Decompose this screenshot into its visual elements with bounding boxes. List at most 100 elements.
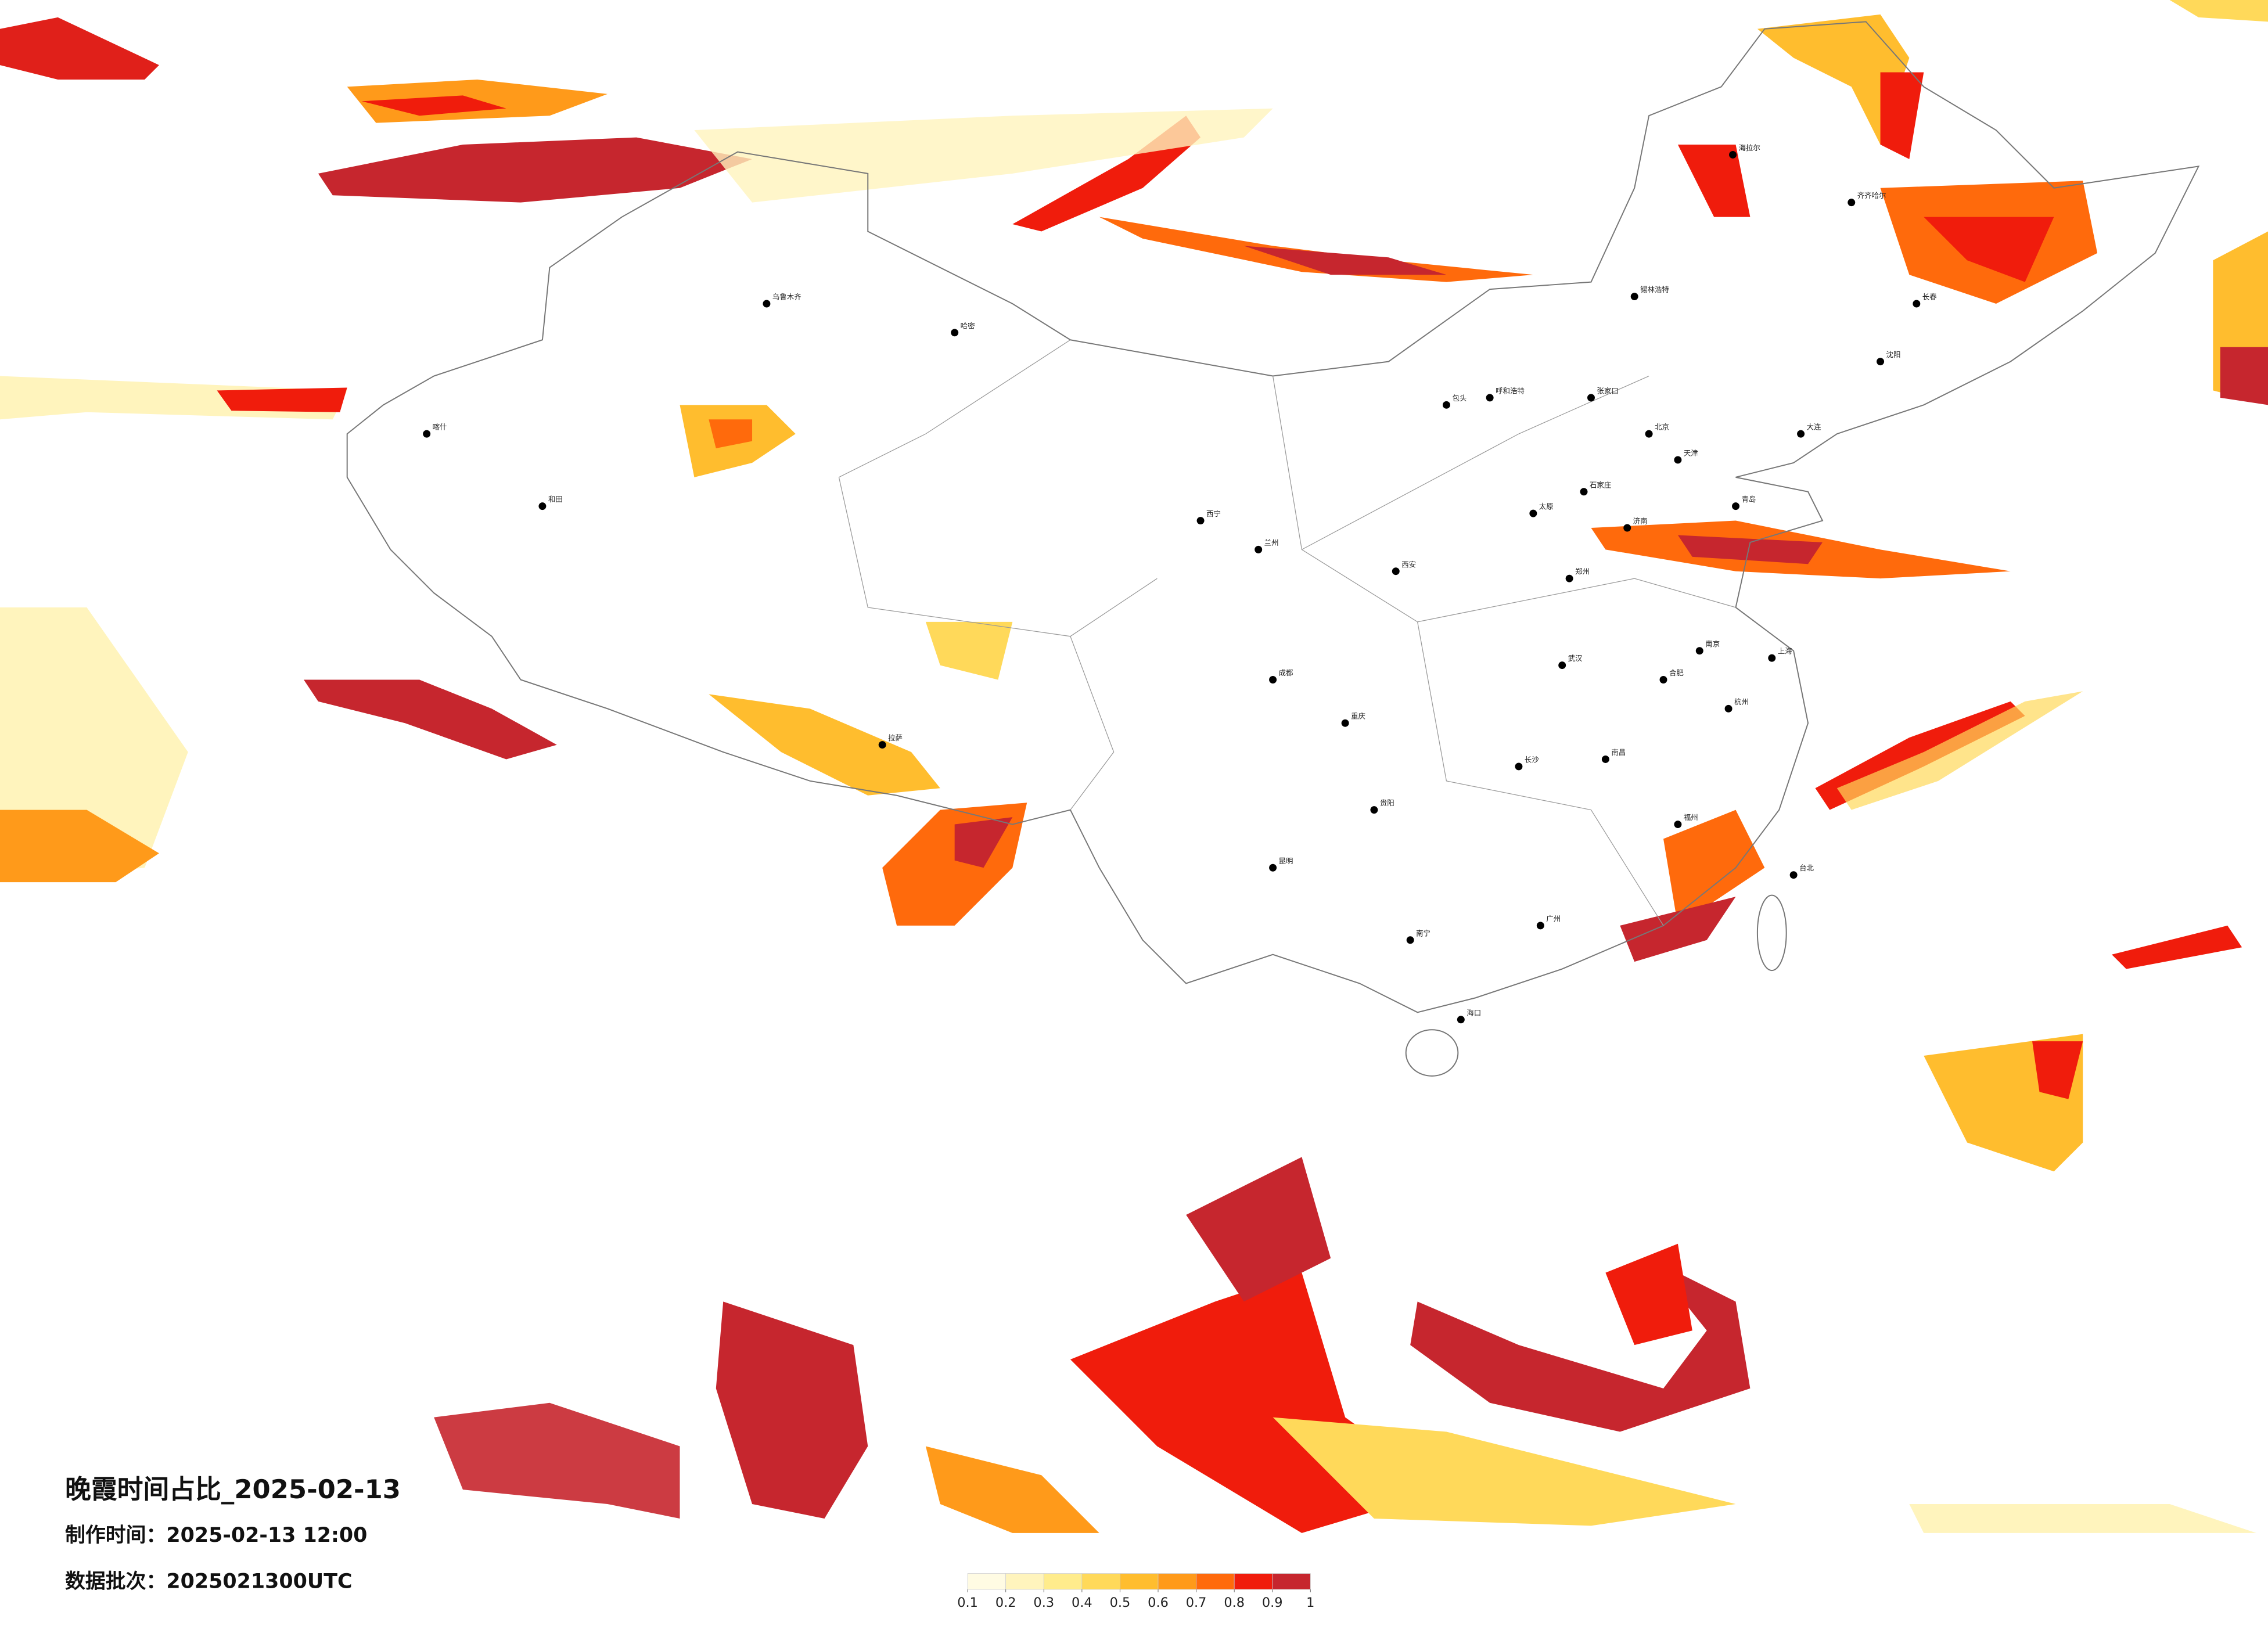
city-label: 石家庄 <box>1590 480 1611 489</box>
city-dot <box>1341 719 1349 727</box>
heat-patch <box>1880 72 1924 159</box>
heat-patch <box>0 17 159 80</box>
city-label: 锡林浩特 <box>1640 285 1669 294</box>
city-dot <box>1724 704 1733 713</box>
city-label: 南昌 <box>1611 748 1626 757</box>
city-dot <box>1630 293 1638 301</box>
colorbar-tick-label: 0.2 <box>995 1595 1016 1610</box>
city-dot <box>1515 762 1523 771</box>
colorbar-tick-label: 0.1 <box>957 1595 978 1610</box>
heat-patch <box>2032 1041 2083 1099</box>
colorbar-tick-label: 0.7 <box>1186 1595 1207 1610</box>
city-dot <box>1768 654 1776 662</box>
colorbar-tick-label: 0.4 <box>1072 1595 1092 1610</box>
heat-patch <box>1909 1504 2257 1533</box>
heat-patch <box>694 108 1273 203</box>
city-dot <box>1269 676 1277 684</box>
colorbar-tick-label: 0.6 <box>1148 1595 1169 1610</box>
city-dot <box>1565 574 1573 582</box>
city-label: 贵阳 <box>1380 798 1394 807</box>
city-label: 乌鲁木齐 <box>772 293 801 301</box>
city-dot <box>1580 488 1588 496</box>
made-time: 制作时间：2025-02-13 12:00 <box>65 1524 367 1547</box>
map-outline <box>346 21 2200 1077</box>
city-label: 合肥 <box>1669 668 1684 677</box>
heat-patch <box>1243 246 1447 275</box>
city-dot <box>1695 647 1703 655</box>
heat-patch <box>925 621 1013 680</box>
colorbar-tick-label: 0.8 <box>1224 1595 1245 1610</box>
heat-patch <box>1605 1243 1692 1346</box>
city-label: 南宁 <box>1416 929 1430 937</box>
city-dot <box>1196 517 1205 525</box>
city-dot <box>1486 394 1494 402</box>
city-dot <box>1674 821 1682 829</box>
city-label: 呼和浩特 <box>1496 386 1525 395</box>
city-label: 张家口 <box>1597 386 1618 395</box>
heat-patch <box>954 817 1013 868</box>
heat-patch <box>716 1301 868 1519</box>
heat-layer <box>0 0 2268 1533</box>
city-dot <box>1392 567 1400 575</box>
data-batch: 数据批次：2025021300UTC <box>65 1570 353 1593</box>
heat-patch <box>1663 810 1765 926</box>
color-box <box>1234 1573 1273 1590</box>
city-label: 台北 <box>1799 864 1814 872</box>
city-dot <box>1558 661 1566 670</box>
city-label: 成都 <box>1279 668 1293 677</box>
heat-patch <box>1924 217 2054 282</box>
heat-patch <box>1620 897 1736 962</box>
city-label: 包头 <box>1452 394 1467 402</box>
city-label: 南京 <box>1705 639 1720 648</box>
city-label: 北京 <box>1655 423 1669 431</box>
color-box <box>1120 1573 1159 1590</box>
city-dot <box>1789 871 1798 879</box>
heat-patch <box>925 1446 1099 1533</box>
heat-patch <box>0 810 159 883</box>
city-label: 武汉 <box>1568 654 1583 663</box>
heat-patch <box>1677 145 1751 217</box>
colorbar: 0.1 0.2 0.3 0.4 0.5 0.6 0.7 0.8 0.9 1 <box>957 1573 1314 1610</box>
city-dot <box>1732 502 1739 510</box>
colorbar-tick-label: 0.9 <box>1262 1595 1283 1610</box>
city-label: 长春 <box>1922 293 1937 301</box>
city-dot <box>1659 676 1667 684</box>
city-label: 沈阳 <box>1886 350 1901 359</box>
city-dot <box>763 300 771 308</box>
color-box <box>967 1573 1007 1590</box>
color-box <box>1196 1573 1235 1590</box>
city-dot <box>1848 199 1856 207</box>
color-box <box>1272 1573 1311 1590</box>
island-border <box>1756 894 1787 972</box>
city-label: 上海 <box>1778 647 1792 656</box>
city-dot <box>1645 430 1653 438</box>
heat-patch <box>1757 14 1910 145</box>
city-dot <box>1255 545 1263 553</box>
city-label: 西安 <box>1401 560 1416 569</box>
city-label: 哈密 <box>961 321 975 330</box>
city-label: 海拉尔 <box>1739 143 1760 152</box>
heat-patch <box>434 1402 680 1519</box>
heat-patch <box>318 137 753 203</box>
city-dot <box>1729 151 1737 159</box>
city-dot <box>1457 1016 1465 1024</box>
city-dot <box>538 502 547 510</box>
heat-patch <box>361 95 506 116</box>
heat-patch <box>1677 535 1823 564</box>
color-box <box>1158 1573 1196 1590</box>
color-box <box>1043 1573 1083 1590</box>
heat-patch <box>709 419 753 449</box>
colorbar-tick-label: 1 <box>1306 1595 1314 1610</box>
city-label: 长沙 <box>1525 755 1539 764</box>
heat-patch <box>1099 217 1533 282</box>
city-dot <box>1601 756 1609 763</box>
heat-patch <box>1410 1258 1751 1432</box>
city-label: 杭州 <box>1734 697 1749 706</box>
city-label: 齐齐哈尔 <box>1857 191 1886 200</box>
city-label: 拉萨 <box>888 733 903 742</box>
city-label: 兰州 <box>1264 538 1279 547</box>
city-dot <box>1587 394 1595 402</box>
heat-patch <box>2220 347 2268 405</box>
city-dot <box>1529 509 1537 517</box>
